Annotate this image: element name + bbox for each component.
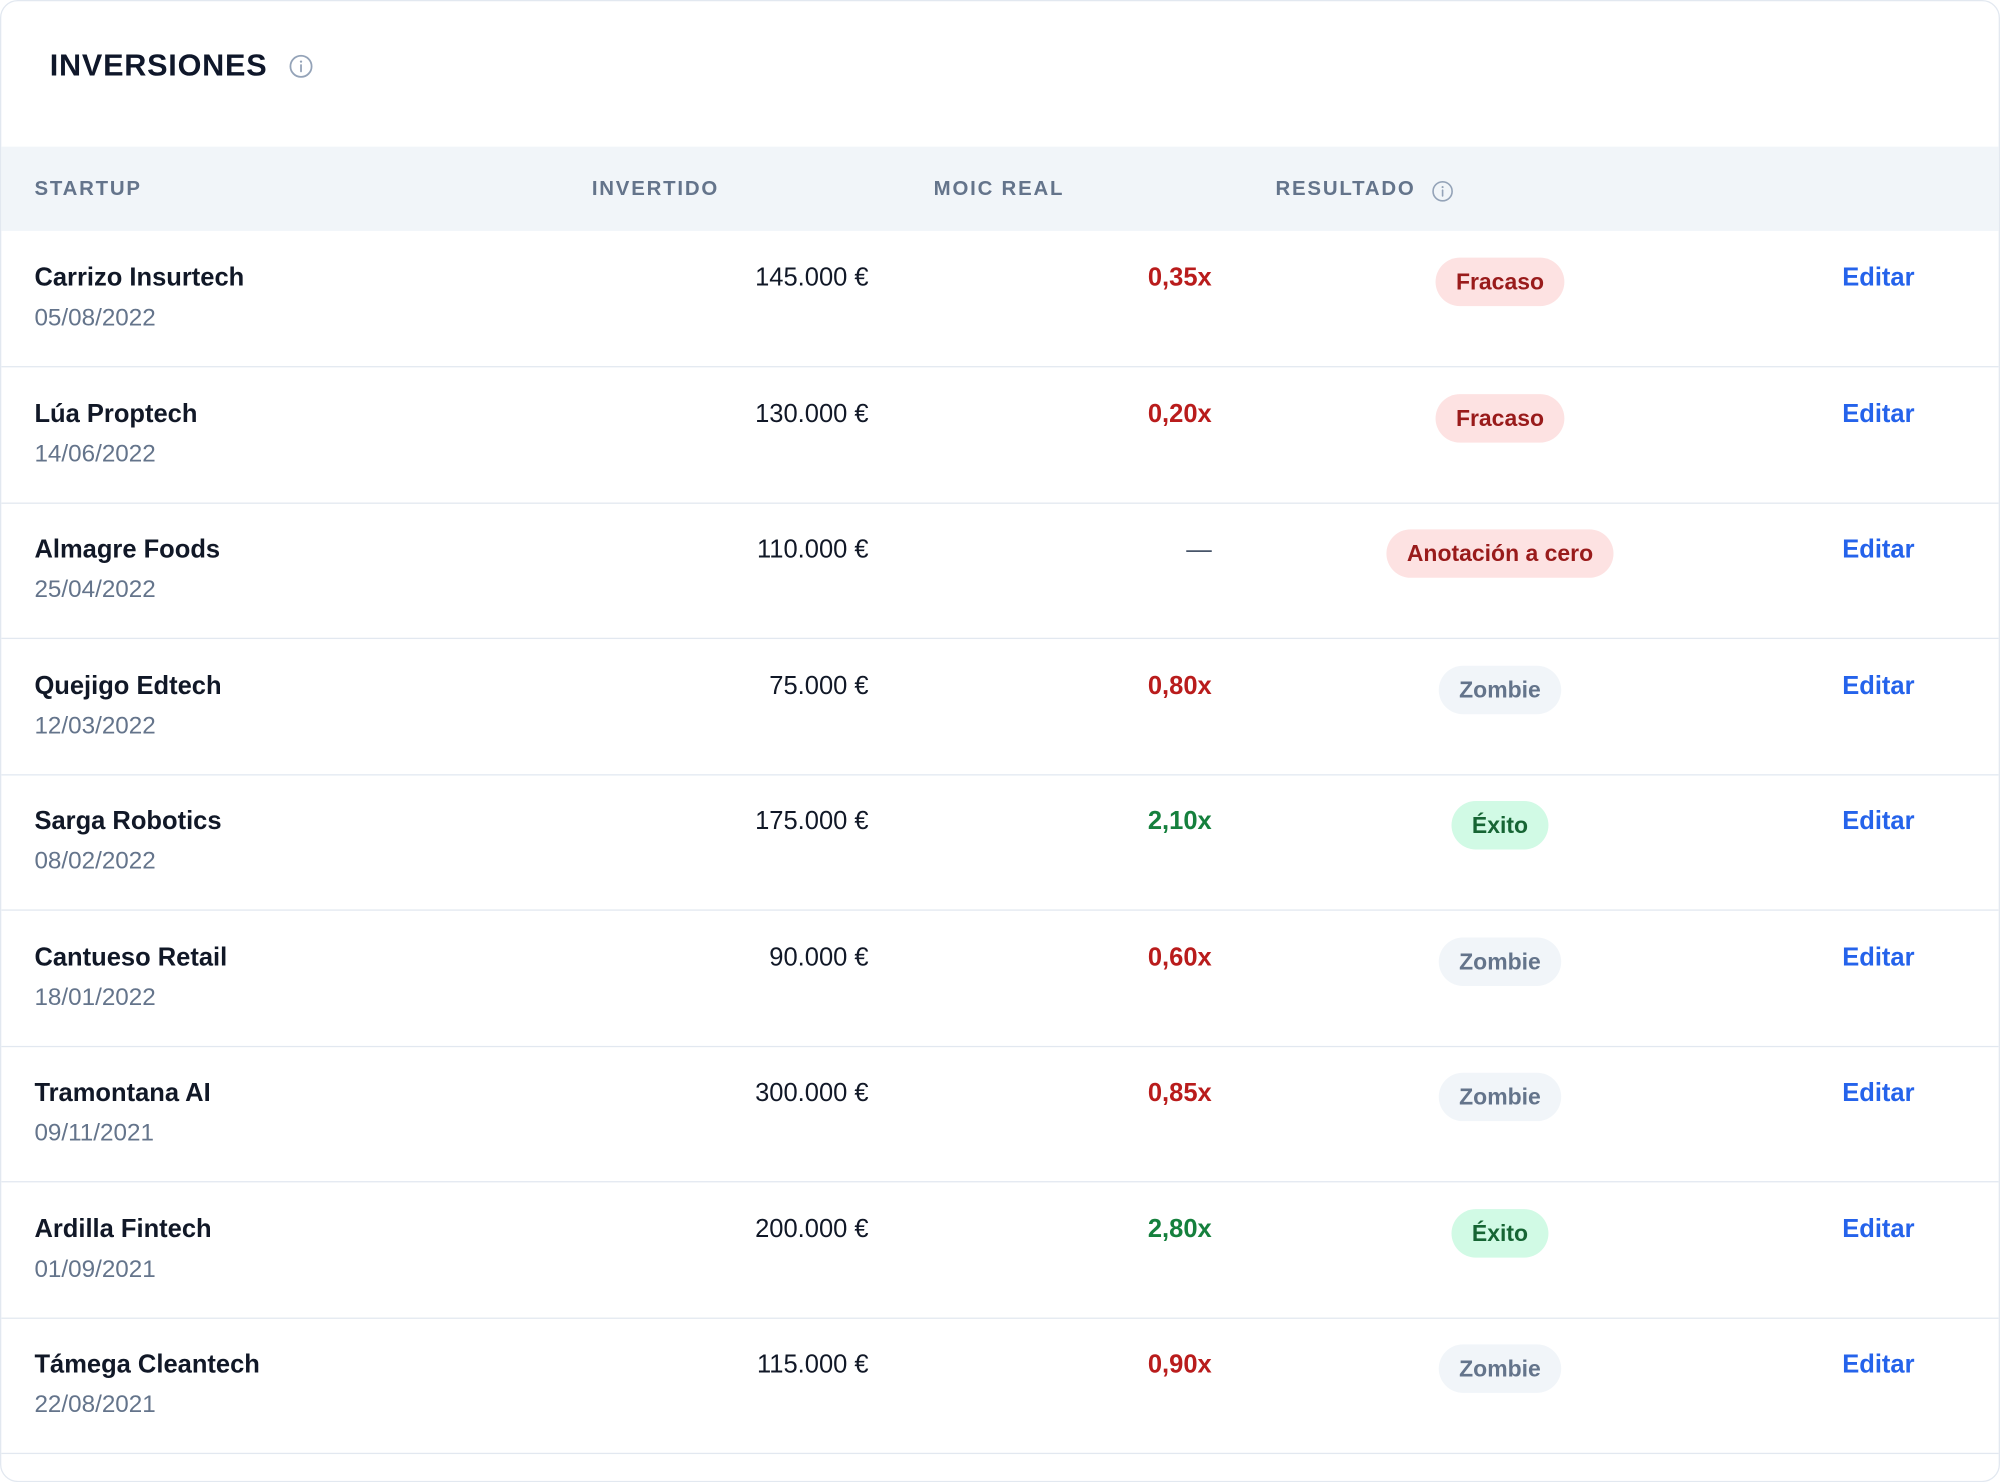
startup-name: Quejigo Edtech	[34, 671, 222, 700]
info-icon[interactable]	[288, 54, 314, 80]
table-row[interactable]: Tramontana AI 09/11/2021 300.000 € 0,85x Zom…	[1, 1046, 1999, 1183]
moic-value: —	[1186, 535, 1212, 564]
edit-link[interactable]: Editar	[1842, 264, 1915, 293]
startup-name: Almagre Foods	[34, 535, 221, 564]
edit-link[interactable]: Editar	[1842, 535, 1915, 564]
column-header-moic[interactable]: MOIC REAL	[933, 178, 1065, 201]
invested-amount: 145.000 €	[755, 264, 869, 293]
startup-name: Carrizo Insurtech	[34, 264, 245, 293]
invested-amount: 115.000 €	[757, 1350, 869, 1379]
table-row[interactable]: Cantueso Retail 18/01/2022 90.000 € 0,60x Zo…	[1, 910, 1999, 1047]
result-cell: Zombie	[1438, 936, 1562, 986]
invested-amount: 200.000 €	[755, 1214, 869, 1243]
table-row[interactable]: Sarga Robotics 08/02/2022 175.000 € 2,10x Éx…	[1, 774, 1999, 911]
startup-name: Sarga Robotics	[34, 807, 222, 836]
result-cell: Éxito	[1451, 801, 1549, 850]
invested-amount: 75.000 €	[769, 671, 869, 700]
result-badge: Fracaso	[1435, 257, 1565, 307]
startup-name: Támega Cleantech	[34, 1350, 260, 1379]
column-header-startup[interactable]: STARTUP	[34, 178, 142, 201]
table-row[interactable]: Ardilla Fintech 01/09/2021 200.000 € 2,80x É…	[1, 1182, 1999, 1319]
investment-date: 05/08/2022	[34, 304, 156, 332]
result-badge: Fracaso	[1435, 393, 1565, 442]
moic-value: 0,90x	[1147, 1350, 1212, 1379]
result-badge: Éxito	[1451, 801, 1549, 850]
investment-date: 18/01/2022	[34, 984, 156, 1011]
investment-date: 12/03/2022	[34, 712, 156, 740]
result-cell: Fracaso	[1435, 393, 1565, 442]
table-row[interactable]: Támega Cleantech 22/08/2021 115.000 € 0,90x…	[1, 1318, 1999, 1455]
result-cell: Éxito	[1451, 1208, 1549, 1258]
result-badge: Zombie	[1438, 936, 1562, 986]
invested-amount: 110.000 €	[757, 535, 869, 564]
edit-link[interactable]: Editar	[1842, 1350, 1915, 1379]
moic-value: 0,85x	[1147, 1079, 1212, 1108]
startup-name: Cantueso Retail	[34, 943, 228, 972]
result-badge: Éxito	[1451, 1208, 1549, 1258]
invested-amount: 175.000 €	[755, 807, 869, 836]
table-row[interactable]: Lúa Proptech 14/06/2022 130.000 € 0,20x Frac…	[1, 367, 1999, 504]
result-badge: Zombie	[1438, 665, 1562, 714]
startup-name: Lúa Proptech	[34, 399, 198, 428]
moic-value: 0,60x	[1147, 943, 1212, 972]
moic-value: 0,35x	[1147, 264, 1212, 293]
moic-value: 0,20x	[1147, 399, 1212, 428]
result-cell: Zombie	[1438, 1344, 1562, 1393]
info-icon[interactable]	[1431, 180, 1454, 203]
panel-title: INVERSIONES	[49, 48, 268, 83]
startup-name: Ardilla Fintech	[34, 1214, 212, 1243]
column-header-invested[interactable]: INVERTIDO	[591, 178, 720, 201]
edit-link[interactable]: Editar	[1842, 399, 1915, 428]
investment-date: 01/09/2021	[34, 1255, 156, 1283]
moic-value: 2,80x	[1147, 1214, 1212, 1243]
moic-value: 2,10x	[1147, 807, 1212, 836]
panel-header: INVERSIONES	[1, 1, 1998, 146]
table-row[interactable]: Carrizo Insurtech 05/08/2022 145.000 € 0,35…	[1, 231, 1999, 368]
column-header-result-label: RESULTADO	[1275, 178, 1416, 201]
investment-date: 25/04/2022	[34, 576, 156, 604]
result-badge: Zombie	[1438, 1344, 1562, 1393]
investment-date: 14/06/2022	[34, 440, 156, 468]
invested-amount: 130.000 €	[755, 399, 869, 428]
startup-name: Tramontana AI	[34, 1079, 211, 1108]
table-row[interactable]: Almagre Foods 25/04/2022 110.000 € — Anotaci…	[1, 503, 1999, 640]
moic-value: 0,80x	[1147, 671, 1212, 700]
result-cell: Zombie	[1438, 665, 1562, 714]
table-header: STARTUP INVERTIDO MOIC REAL RESULTADO	[1, 146, 1999, 231]
investment-date: 22/08/2021	[34, 1391, 156, 1419]
invested-amount: 300.000 €	[755, 1079, 869, 1108]
column-header-result[interactable]: RESULTADO	[1276, 177, 1454, 203]
result-cell: Anotación a cero	[1386, 529, 1614, 578]
result-cell: Zombie	[1438, 1072, 1562, 1122]
edit-link[interactable]: Editar	[1842, 943, 1915, 972]
result-badge: Zombie	[1438, 1072, 1562, 1122]
result-cell: Fracaso	[1435, 257, 1565, 307]
edit-link[interactable]: Editar	[1842, 1079, 1915, 1108]
edit-link[interactable]: Editar	[1842, 1214, 1915, 1243]
table-row[interactable]: Quejigo Edtech 12/03/2022 75.000 € 0,80x Zom…	[1, 638, 1999, 775]
edit-link[interactable]: Editar	[1842, 807, 1915, 836]
edit-link[interactable]: Editar	[1842, 671, 1915, 700]
invested-amount: 90.000 €	[769, 943, 869, 972]
investment-date: 08/02/2022	[34, 848, 156, 875]
investment-date: 09/11/2021	[34, 1119, 154, 1147]
result-badge: Anotación a cero	[1386, 529, 1614, 578]
